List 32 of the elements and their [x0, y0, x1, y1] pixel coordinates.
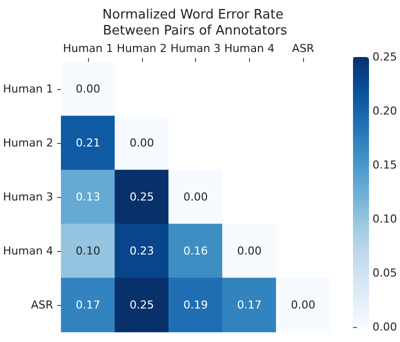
data-label: 0.21: [76, 136, 100, 150]
color-bar-label: 0.00: [372, 320, 398, 334]
color-bar-label: 0.20: [372, 104, 398, 118]
chart-title: Normalized Word Error Rate Between Pairs of Annotators: [102, 8, 288, 38]
data-label: 0.23: [130, 244, 154, 258]
data-label: 0.17: [76, 298, 100, 312]
y-tick-label: Human 1: [2, 82, 54, 96]
y-tick-label: Human 3: [2, 190, 54, 204]
data-label: 0.19: [183, 298, 208, 312]
color-bar-label: 0.25: [372, 50, 398, 64]
data-label: 0.00: [290, 298, 316, 312]
data-label: 0.13: [76, 190, 100, 204]
x-tick-label: Human 2: [116, 42, 167, 55]
x-tick-label: Human 1: [62, 42, 114, 55]
data-label: 0.10: [76, 244, 100, 258]
data-label: 0.00: [237, 244, 262, 258]
data-label: 0.00: [183, 190, 208, 204]
data-label: 0.17: [237, 298, 262, 312]
y-tick-label: Human 2: [2, 136, 54, 150]
data-label: 0.25: [130, 190, 154, 204]
data-label: 0.00: [76, 82, 100, 96]
color-bar-label: 0.05: [372, 266, 398, 280]
data-label: 0.16: [183, 244, 208, 258]
y-tick-label: ASR: [31, 298, 54, 312]
color-bar-label: 0.15: [372, 158, 398, 172]
x-tick-label: ASR: [292, 42, 315, 55]
x-tick-label: Human 3: [170, 42, 221, 55]
color-bar-label: 0.10: [372, 212, 398, 226]
x-tick-label: Human 4: [224, 42, 274, 55]
data-label: 0.00: [130, 136, 154, 150]
y-tick-label: Human 4: [2, 244, 54, 258]
data-label: 0.25: [130, 298, 154, 312]
